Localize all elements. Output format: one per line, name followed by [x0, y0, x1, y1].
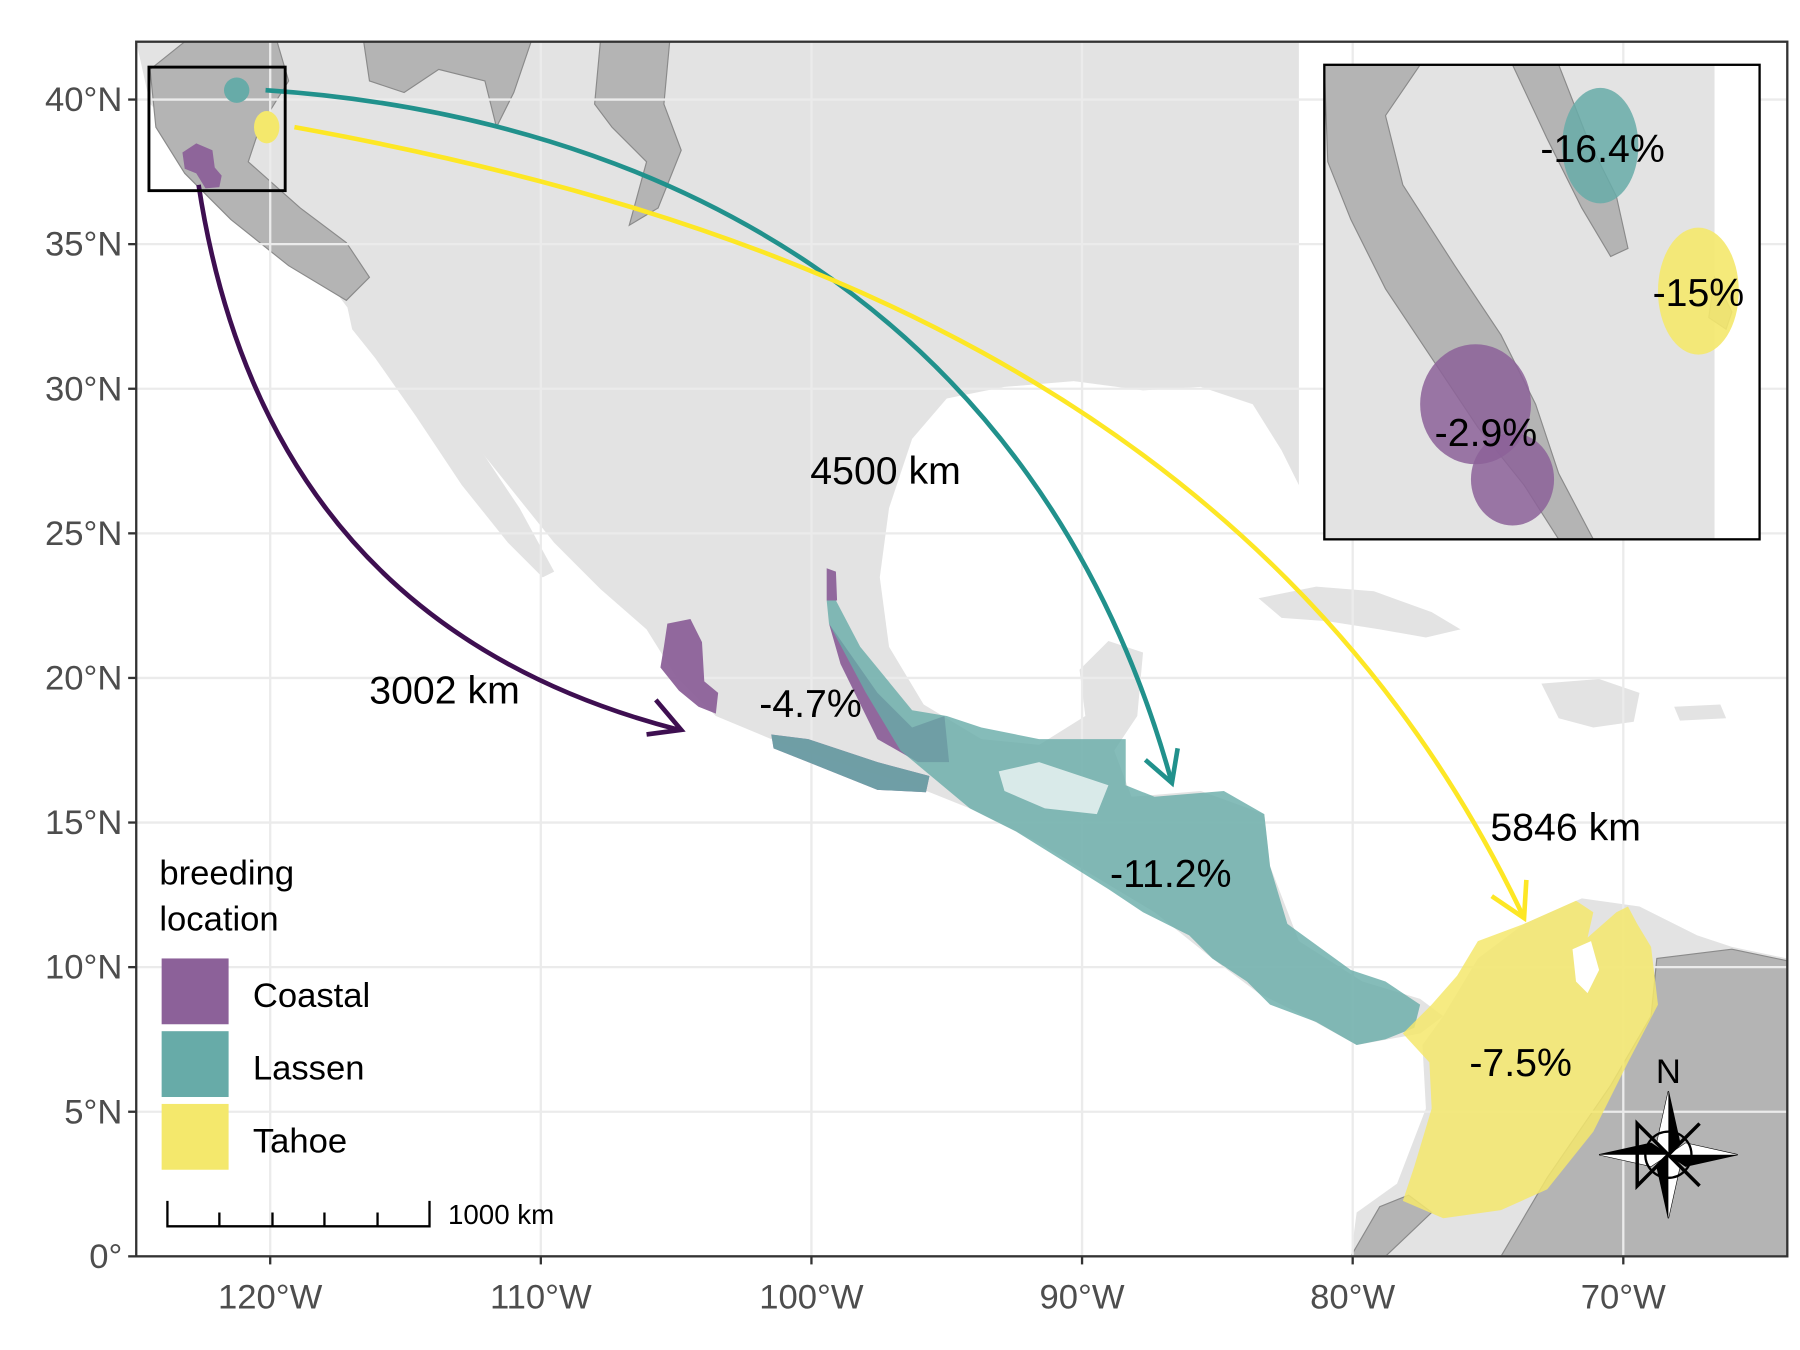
inset-change-label: -16.4% [1540, 127, 1664, 171]
coastal-wintering [660, 619, 719, 714]
tahoe-breeding [254, 110, 280, 144]
inset-tahoe [1657, 227, 1739, 355]
panel-border [135, 40, 1789, 1258]
routes [196, 87, 1529, 923]
legend-swatch [161, 1103, 229, 1170]
arrowhead-coastal [646, 698, 686, 737]
route-lassen [265, 87, 1175, 784]
scale-bar [166, 1200, 431, 1228]
legend: breeding location Coastal Lassen Tahoe [159, 855, 370, 1170]
axes: 120°W 110°W 100°W 90°W 80°W 70°W 0° 5°N 10°N 15°N… [45, 81, 1666, 1316]
dark-range-rockies [594, 41, 682, 227]
y-tick-label: 0° [89, 1238, 122, 1276]
x-tick-label: 100°W [759, 1278, 864, 1316]
y-tick-label: 5°N [64, 1093, 122, 1131]
scale-bar-label: 1000 km [448, 1199, 554, 1230]
inset-change-label: -2.9% [1435, 411, 1538, 455]
legend-swatch [161, 1031, 229, 1098]
x-tick-label: 80°W [1310, 1278, 1395, 1316]
legend-label: Lassen [253, 1050, 365, 1088]
change-label: -7.5% [1469, 1041, 1572, 1085]
x-tick-label: 110°W [490, 1278, 592, 1316]
arrowhead-lassen [1143, 747, 1180, 788]
inset-coastal-a [1420, 344, 1531, 465]
dark-range-north [363, 41, 532, 129]
compass-north-label: N [1656, 1053, 1681, 1091]
coastal-breeding [182, 143, 222, 189]
inset-coastal-b [1470, 433, 1555, 526]
baja [346, 302, 555, 578]
change-label: -11.2% [1110, 852, 1231, 896]
inset-lassen [1562, 87, 1639, 204]
y-tick-label: 20°N [45, 659, 122, 697]
route-distance: 3002 km [369, 668, 520, 712]
lassen-wintering [771, 600, 1421, 1046]
legend-swatch [161, 958, 229, 1025]
compass-ring [1644, 1130, 1693, 1179]
change-label: -4.7% [759, 682, 862, 726]
inset: -16.4% -15% -2.9% [1323, 63, 1761, 541]
route-distance: 4500 km [810, 449, 961, 493]
inset-extent [147, 65, 287, 193]
y-tick-label: 35°N [45, 226, 122, 264]
lake-gap [998, 762, 1109, 815]
puerto-rico [1674, 704, 1727, 721]
maracaibo [1572, 941, 1600, 994]
legend-title: breeding [159, 855, 294, 893]
arrowhead-tahoe [1490, 879, 1529, 923]
y-tick-label: 30°N [45, 370, 122, 408]
inset-change-label: -15% [1653, 271, 1745, 315]
y-tick-label: 25°N [45, 515, 122, 553]
route-coastal [196, 184, 680, 733]
x-tick-label: 70°W [1581, 1278, 1666, 1316]
route-tahoe [294, 124, 1527, 920]
x-tick-label: 90°W [1040, 1278, 1125, 1316]
scale-bar-line [166, 1200, 431, 1228]
x-tick-label: 120°W [218, 1278, 323, 1316]
legend-label: Tahoe [253, 1122, 347, 1160]
route-distance: 5846 km [1490, 806, 1641, 850]
legend-label: Coastal [253, 977, 370, 1015]
lassen-breeding [223, 77, 250, 103]
y-tick-label: 15°N [45, 804, 122, 842]
hispaniola [1541, 679, 1640, 728]
y-tick-label: 40°N [45, 81, 122, 119]
tahoe-wintering [1402, 900, 1658, 1219]
y-tick-label: 10°N [45, 949, 122, 987]
legend-title: location [159, 901, 278, 939]
ranges [182, 77, 1658, 1219]
north-arrow: N [1598, 1053, 1738, 1219]
inset-frame [1323, 63, 1761, 541]
